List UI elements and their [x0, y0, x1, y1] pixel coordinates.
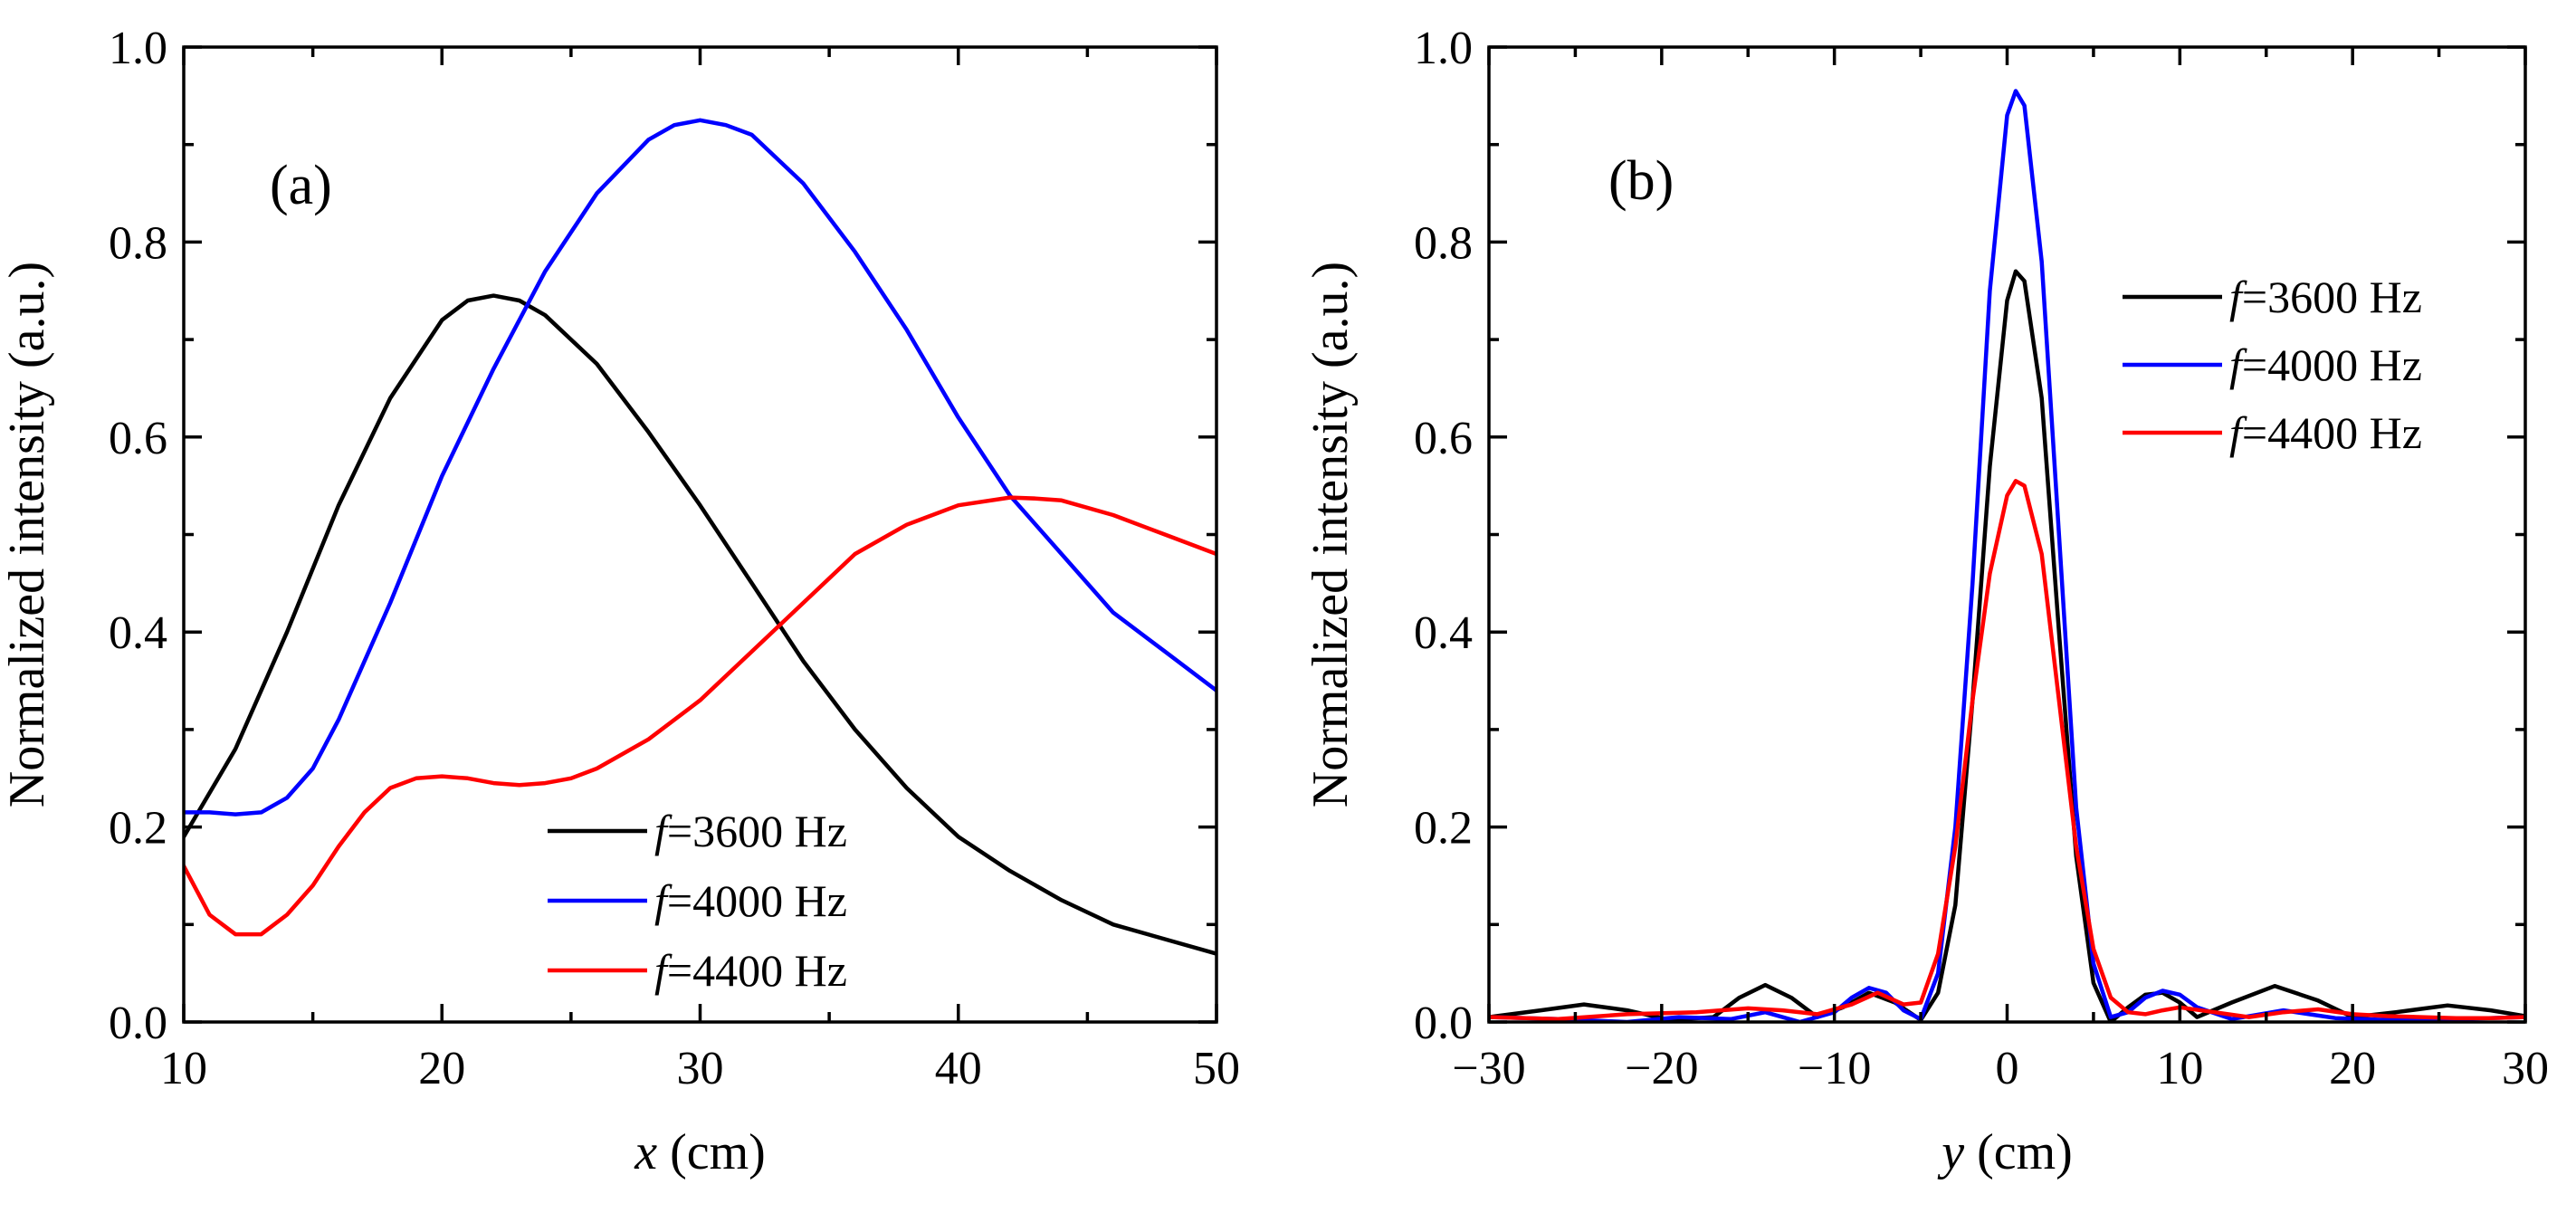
panel-b: −30 −20 −10 0 10 20 30 0.0 0.2 0.4 0.6 0.8 1.0 y (cm)…: [1302, 23, 2549, 1180]
y-tick-label: 0.0: [109, 998, 167, 1049]
x-tick-label: 10: [160, 1043, 207, 1094]
y-tick-label: 0.8: [109, 217, 167, 269]
series-line-4000-hz: [184, 118, 1216, 817]
y-tick-label: 0.8: [1414, 217, 1473, 269]
x-axis-title: y (cm): [1937, 1124, 2073, 1180]
legend-value: =4000 Hz: [667, 875, 847, 926]
y-tick-label: 0.6: [1414, 413, 1473, 464]
x-tick-label: 40: [935, 1043, 982, 1094]
y-tick-label: 0.6: [109, 413, 167, 464]
y-tick-label: 0.2: [1414, 803, 1473, 855]
legend-entry: f=3600 Hz: [654, 806, 847, 856]
legend: f=3600 Hz f=4000 Hz f=4400 Hz: [548, 806, 847, 996]
legend-entry: f=4400 Hz: [654, 945, 847, 996]
x-tick-label: 10: [2156, 1043, 2203, 1094]
legend-entry: f=4000 Hz: [2229, 339, 2422, 390]
x-axis-unit: (cm): [1964, 1124, 2073, 1180]
x-tick-label: 50: [1193, 1043, 1240, 1094]
series-line-3600-hz: [1489, 269, 2525, 1022]
x-tick-label: 30: [2502, 1043, 2549, 1094]
legend-entry: f=3600 Hz: [2229, 272, 2422, 322]
x-tick-label: −30: [1452, 1043, 1525, 1094]
x-axis-variable: x: [634, 1124, 657, 1180]
panel-a: 10 20 30 40 50 0.0 0.2 0.4 0.6 0.8 1.0 x (cm) Normal…: [0, 23, 1240, 1180]
y-axis-title: Normalized intensity (a.u.): [1302, 262, 1359, 807]
legend-entry: f=4400 Hz: [2229, 407, 2422, 458]
y-tick-label: 0.2: [109, 803, 167, 855]
panel-label: (b): [1608, 150, 1674, 212]
x-axis-title: x (cm): [634, 1124, 766, 1180]
series-line-4400-hz: [184, 495, 1216, 937]
x-tick-label: 30: [677, 1043, 724, 1094]
y-tick-label: 1.0: [1414, 23, 1473, 74]
y-tick-label: 1.0: [109, 23, 167, 74]
legend-value: =4400 Hz: [667, 945, 847, 996]
panel-label: (a): [270, 155, 332, 216]
x-tick-label: 20: [418, 1043, 465, 1094]
x-axis-variable: y: [1937, 1124, 1964, 1180]
legend-value: =3600 Hz: [667, 806, 847, 856]
x-axis-unit: (cm): [657, 1124, 766, 1180]
legend-value: =4400 Hz: [2242, 407, 2422, 458]
y-tick-label: 0.4: [1414, 607, 1473, 659]
series-line-4400-hz: [1489, 479, 2525, 1022]
series-line-3600-hz: [184, 293, 1216, 956]
x-tick-label: −20: [1625, 1043, 1698, 1094]
x-tick-label: −10: [1798, 1043, 1871, 1094]
y-tick-label: 0.4: [109, 607, 167, 659]
legend: f=3600 Hz f=4000 Hz f=4400 Hz: [2123, 272, 2422, 458]
x-tick-label: 0: [1996, 1043, 2019, 1094]
legend-value: =4000 Hz: [2242, 339, 2422, 390]
series-line-4000-hz: [1489, 89, 2525, 1022]
y-tick-label: 0.0: [1414, 998, 1473, 1049]
legend-entry: f=4000 Hz: [654, 875, 847, 926]
legend-value: =3600 Hz: [2242, 272, 2422, 322]
x-tick-label: 20: [2329, 1043, 2376, 1094]
y-axis-title: Normalized intensity (a.u.): [0, 262, 55, 807]
